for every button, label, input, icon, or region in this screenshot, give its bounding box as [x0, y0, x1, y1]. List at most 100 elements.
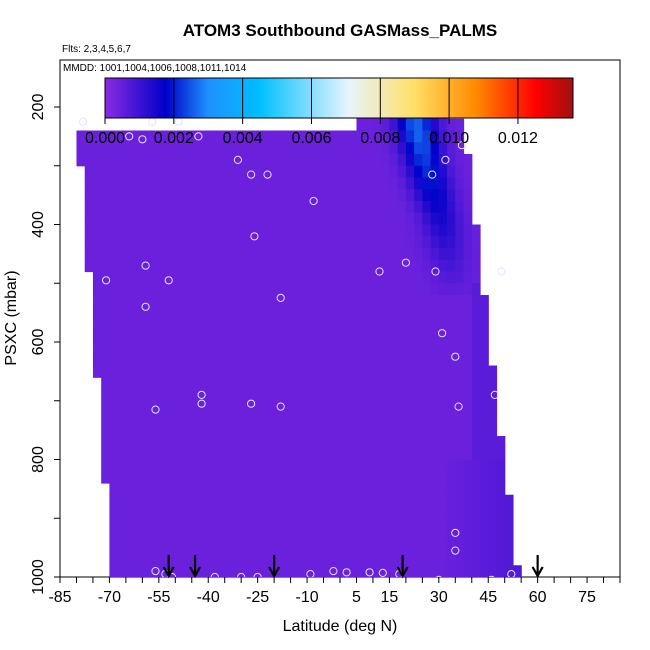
- heatmap-cell: [331, 506, 341, 519]
- heatmap-cell: [167, 177, 176, 190]
- heatmap-cell: [471, 471, 481, 484]
- heatmap-cell: [340, 565, 349, 577]
- heatmap-cell: [463, 283, 473, 296]
- heatmap-cell: [340, 530, 349, 543]
- heatmap-cell: [282, 259, 292, 273]
- heatmap-cell: [200, 142, 209, 155]
- heatmap-cell: [125, 530, 135, 543]
- heatmap-cell: [463, 389, 473, 402]
- heatmap-cell: [167, 471, 176, 484]
- heatmap-cell: [381, 541, 391, 555]
- heatmap-cell: [109, 236, 119, 249]
- heatmap-cell: [191, 306, 201, 320]
- heatmap-cell: [232, 342, 242, 355]
- heatmap-cell: [455, 459, 465, 472]
- heatmap-cell: [430, 447, 440, 461]
- heatmap-cell: [265, 283, 275, 296]
- obs-point: [451, 546, 460, 555]
- heatmap-cell: [438, 424, 448, 437]
- heatmap-cell: [372, 248, 382, 261]
- heatmap-cell: [232, 130, 242, 143]
- heatmap-cell: [224, 248, 234, 261]
- heatmap-cell: [183, 436, 193, 449]
- heatmap-cell: [323, 177, 333, 190]
- heatmap-cell: [191, 318, 201, 331]
- heatmap-cell: [340, 412, 349, 425]
- heatmap-cell: [323, 365, 333, 378]
- heatmap-cell: [471, 248, 481, 261]
- heatmap-cell: [208, 377, 218, 390]
- heatmap-cell: [381, 447, 391, 461]
- heatmap-cell: [232, 248, 242, 261]
- heatmap-cell: [200, 236, 209, 249]
- heatmap-cell: [340, 506, 349, 519]
- heatmap-cell: [216, 447, 226, 461]
- heatmap-cell: [158, 494, 168, 508]
- heatmap-cell: [430, 400, 440, 414]
- heatmap-cell: [463, 271, 473, 284]
- heatmap-cell: [307, 224, 316, 237]
- heatmap-cell: [249, 224, 259, 237]
- heatmap-cell: [142, 130, 152, 143]
- heatmap-cell: [167, 506, 176, 519]
- heatmap-cell: [183, 236, 193, 249]
- heatmap-cell: [315, 318, 325, 331]
- heatmap-cell: [422, 248, 432, 261]
- heatmap-cell: [323, 224, 333, 237]
- heatmap-cell: [414, 283, 423, 296]
- heatmap-cell: [125, 471, 135, 484]
- heatmap-cell: [397, 130, 407, 143]
- heatmap-cell: [430, 471, 440, 484]
- heatmap-cell: [323, 400, 333, 414]
- heatmap-cell: [282, 541, 292, 555]
- heatmap-cell: [414, 177, 423, 190]
- heatmap-cell: [422, 212, 432, 226]
- heatmap-cell: [282, 224, 292, 237]
- heatmap-cell: [216, 541, 226, 555]
- heatmap-cell: [117, 295, 127, 308]
- heatmap-cell: [290, 365, 300, 378]
- heatmap-cell: [109, 130, 119, 143]
- heatmap-cell: [249, 424, 259, 437]
- heatmap-cell: [117, 530, 127, 543]
- heatmap-cell: [117, 201, 127, 214]
- heatmap-cell: [331, 518, 341, 531]
- heatmap-cell: [364, 306, 374, 320]
- chart-title: ATOM3 Southbound GASMass_PALMS: [183, 21, 498, 40]
- heatmap-cell: [117, 447, 127, 461]
- heatmap-cell: [397, 494, 407, 508]
- heatmap-cell: [430, 130, 440, 143]
- heatmap-cell: [430, 154, 440, 167]
- heatmap-cell: [447, 565, 456, 577]
- heatmap-cell: [340, 224, 349, 237]
- heatmap-cell: [298, 471, 308, 484]
- heatmap-cell: [282, 212, 292, 226]
- heatmap-cell: [471, 447, 481, 461]
- heatmap-cell: [92, 248, 102, 261]
- heatmap-cell: [167, 330, 176, 343]
- heatmap-cell: [496, 518, 506, 531]
- heatmap-cell: [150, 295, 160, 308]
- heatmap-cell: [438, 248, 448, 261]
- heatmap-cell: [348, 541, 358, 555]
- heatmap-cell: [167, 295, 176, 308]
- heatmap-cell: [364, 154, 374, 167]
- heatmap-cell: [323, 471, 333, 484]
- heatmap-cell: [191, 494, 201, 508]
- heatmap-cell: [356, 518, 366, 531]
- heatmap-cell: [405, 295, 415, 308]
- heatmap-cell: [397, 459, 407, 472]
- heatmap-cell: [142, 412, 152, 425]
- heatmap-cell: [191, 224, 201, 237]
- heatmap-cell: [134, 353, 143, 367]
- x-tick-label: -10: [295, 589, 318, 606]
- heatmap-cell: [414, 236, 423, 249]
- heatmap-cell: [447, 436, 456, 449]
- colorbar-tick-label: 0.006: [291, 130, 331, 147]
- heatmap-cell: [200, 259, 209, 273]
- heatmap-cell: [348, 130, 358, 143]
- heatmap-cell: [290, 377, 300, 390]
- heatmap-cell: [364, 353, 374, 367]
- heatmap-cell: [405, 283, 415, 296]
- heatmap-cell: [216, 530, 226, 543]
